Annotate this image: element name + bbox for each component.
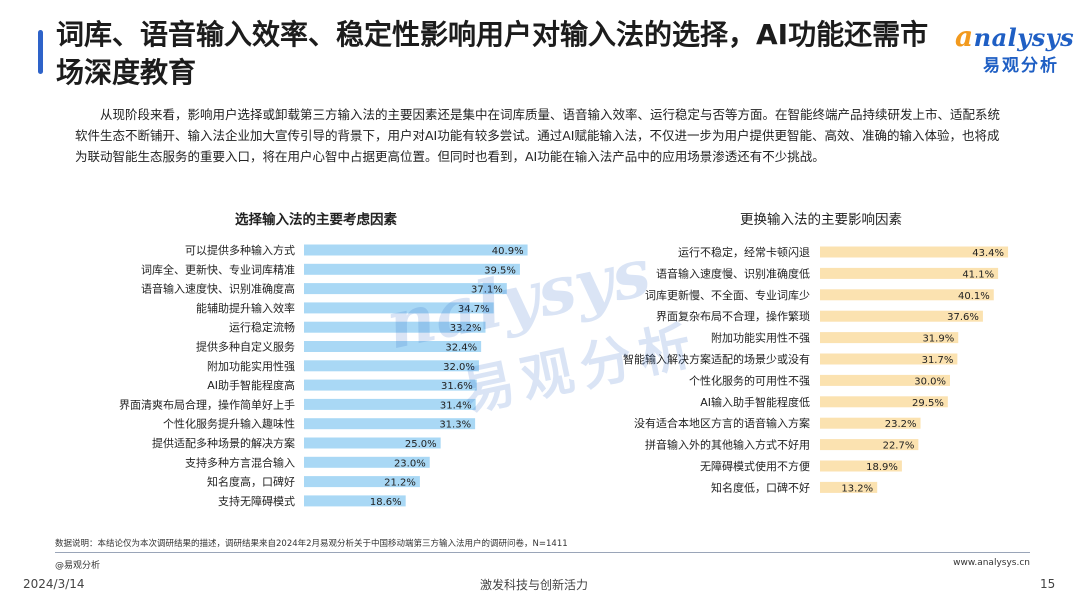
category-label: 智能输入解决方案适配的场景少或没有 (623, 352, 810, 366)
bar (820, 374, 950, 386)
category-label: 词库全、更新快、专业词库精准 (141, 262, 295, 276)
value-label: 22.7% (883, 441, 915, 452)
value-label: 32.0% (443, 362, 475, 373)
left-bar-chart: 可以提供多种输入方式 40.9% 词库全、更新快、专业词库精准 39.5% 语音输入速度… (119, 243, 528, 508)
analysys-logo: analysys 易观分析 (955, 23, 1074, 77)
data-note: 数据说明：本结论仅为本次调研结果的描述，调研结果来自2024年2月易观分析关于中… (55, 539, 568, 549)
bar (304, 476, 420, 488)
category-label: 语音输入速度快、识别准确度高 (141, 282, 295, 296)
value-label: 23.2% (885, 419, 917, 430)
value-label: 32.4% (445, 343, 477, 354)
category-label: AI助手智能程度高 (207, 378, 295, 392)
value-label: 23.0% (394, 458, 426, 469)
category-label: 支持多种方言混合输入 (185, 455, 295, 469)
category-label: 提供多种自定义服务 (196, 340, 295, 354)
bar (304, 302, 494, 314)
bar (304, 341, 482, 352)
category-label: 拼音输入外的其他输入方式不好用 (645, 438, 810, 452)
bar (304, 321, 486, 333)
logo-en-text: nalysys (973, 23, 1075, 52)
value-label: 37.6% (947, 312, 979, 323)
bar (304, 244, 528, 256)
bar (304, 437, 441, 449)
bar (820, 460, 902, 472)
bar (304, 418, 476, 430)
category-label: 附加功能实用性强 (207, 359, 295, 373)
value-label: 43.4% (972, 248, 1004, 259)
category-label: 无障碍模式使用不方便 (700, 459, 810, 473)
category-label: 知名度高，口碑好 (207, 475, 295, 489)
bar (820, 246, 1009, 258)
website-link[interactable]: www.analysys.cn (953, 558, 1030, 568)
bar (820, 417, 921, 429)
value-label: 40.9% (492, 246, 524, 257)
value-label: 13.2% (841, 483, 873, 494)
category-label: 附加功能实用性不强 (711, 331, 810, 345)
value-label: 30.0% (914, 376, 946, 387)
value-label: 34.7% (458, 304, 490, 315)
category-label: 界面清爽布局合理，操作简单好上手 (119, 397, 295, 411)
bar (820, 310, 983, 322)
bar (820, 439, 919, 451)
category-label: 语音输入速度慢、识别准确度低 (656, 266, 810, 280)
page-title: 词库、语音输入效率、稳定性影响用户对输入法的选择，AI功能还需市场深度教育 (56, 18, 929, 89)
category-label: 没有适合本地区方言的语音输入方案 (634, 416, 810, 430)
value-label: 41.1% (962, 269, 994, 280)
value-label: 25.0% (405, 439, 437, 450)
bar (820, 267, 999, 279)
right-bar-chart: 运行不稳定，经常卡顿闪退 43.4% 语音输入速度慢、识别准确度低 41.1% 词库更新… (623, 245, 1009, 494)
value-label: 31.4% (440, 400, 472, 411)
bar (820, 332, 959, 344)
summary-paragraph: 从现阶段来看，影响用户选择或卸载第三方输入法的主要因素还是集中在词库质量、语音输… (75, 107, 1001, 164)
category-label: 个性化服务提升输入趣味性 (163, 417, 295, 431)
bar (820, 289, 994, 301)
bar (304, 379, 477, 391)
bar (304, 495, 406, 507)
value-label: 21.2% (384, 478, 416, 489)
category-label: 提供适配多种场景的解决方案 (152, 436, 295, 450)
bar (304, 360, 479, 372)
category-label: 能辅助提升输入效率 (196, 301, 295, 315)
copyright: @易观分析 (55, 561, 101, 571)
value-label: 31.7% (922, 355, 954, 366)
category-label: 知名度低，口碑不好 (711, 480, 810, 494)
value-label: 37.1% (471, 285, 503, 296)
logo-a-mark: a (955, 20, 974, 53)
right-chart-title: 更换输入法的主要影响因素 (740, 212, 902, 228)
left-chart-title: 选择输入法的主要考虑因素 (235, 212, 397, 228)
value-label: 31.9% (922, 334, 954, 345)
category-label: AI输入助手智能程度低 (700, 395, 810, 409)
logo-cn-text: 易观分析 (983, 56, 1059, 76)
value-label: 29.5% (912, 398, 944, 409)
category-label: 支持无障碍模式 (218, 494, 295, 508)
bar (820, 353, 958, 365)
value-label: 18.9% (866, 462, 898, 473)
report-date: 2024/3/14 (23, 577, 85, 591)
title-accent-bar (38, 30, 43, 74)
value-label: 40.1% (958, 291, 990, 302)
bar (304, 398, 476, 410)
value-label: 31.3% (439, 420, 471, 431)
category-label: 词库更新慢、不全面、专业词库少 (645, 288, 810, 302)
category-label: 界面复杂布局不合理，操作繁琐 (656, 309, 810, 323)
bar (304, 283, 507, 295)
page-number: 15 (1040, 577, 1056, 591)
category-label: 运行不稳定，经常卡顿闪退 (678, 245, 810, 259)
bar (304, 456, 430, 468)
value-label: 31.6% (441, 381, 473, 392)
slogan: 激发科技与创新活力 (480, 578, 589, 592)
bar (820, 396, 948, 408)
footer-divider (55, 552, 1030, 553)
category-label: 个性化服务的可用性不强 (689, 373, 810, 387)
bar (304, 263, 520, 275)
category-label: 可以提供多种输入方式 (185, 243, 295, 257)
category-label: 运行稳定流畅 (229, 320, 295, 334)
bar (820, 481, 878, 493)
value-label: 18.6% (370, 497, 402, 508)
value-label: 39.5% (484, 265, 516, 276)
value-label: 33.2% (450, 323, 482, 334)
